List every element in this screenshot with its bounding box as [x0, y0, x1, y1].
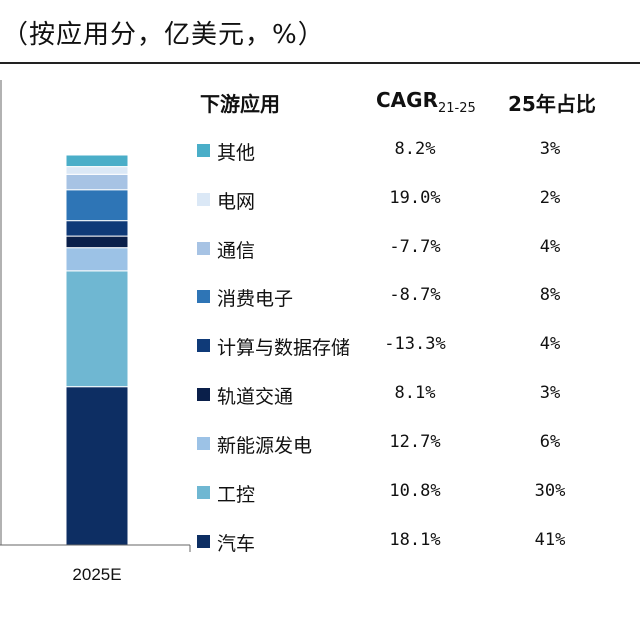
table-row: 电网 19.0% 2% — [0, 185, 640, 215]
legend-swatch — [197, 144, 210, 157]
legend-swatch — [197, 339, 210, 352]
table-row: 新能源发电 12.7% 6% — [0, 429, 640, 459]
chart-title: （按应用分，亿美元，%） — [2, 20, 325, 50]
category-label: 消费电子 — [217, 288, 294, 310]
table-row: 通信 -7.7% 4% — [0, 234, 640, 264]
table-row: 计算与数据存储 -13.3% 4% — [0, 331, 640, 361]
cagr-value: 18.1% — [389, 530, 441, 550]
category-label: 其他 — [217, 142, 256, 164]
bar-segment — [65, 270, 129, 388]
header-cagr: CAGR21-25 — [376, 88, 476, 116]
category-label: 工控 — [217, 484, 256, 506]
legend-swatch — [197, 437, 210, 450]
share-value: 4% — [539, 237, 561, 257]
share-value: 41% — [534, 530, 566, 550]
category-label: 通信 — [217, 240, 256, 262]
share-value: 3% — [539, 383, 561, 403]
table-row: 轨道交通 8.1% 3% — [0, 380, 640, 410]
cagr-value: 19.0% — [389, 188, 441, 208]
header-share: 25年占比 — [508, 92, 596, 116]
category-label: 电网 — [217, 191, 256, 213]
table-row: 工控 10.8% 30% — [0, 478, 640, 508]
legend-swatch — [197, 486, 210, 499]
cagr-value: -13.3% — [384, 334, 446, 354]
share-value: 4% — [539, 334, 561, 354]
category-label: 汽车 — [217, 533, 256, 555]
x-tick-label: 2025E — [72, 565, 121, 584]
legend-swatch — [197, 242, 210, 255]
header-cagr-sub: 21-25 — [437, 101, 476, 116]
title-rule — [0, 62, 640, 64]
bar-segment — [65, 189, 129, 222]
category-label: 轨道交通 — [217, 386, 294, 408]
share-value: 2% — [539, 188, 561, 208]
share-value: 8% — [539, 285, 561, 305]
legend-swatch — [197, 388, 210, 401]
header-category: 下游应用 — [200, 92, 280, 116]
header-cagr-main: CAGR — [376, 88, 438, 112]
cagr-value: 8.1% — [394, 383, 436, 403]
category-label: 新能源发电 — [217, 435, 313, 457]
bar-stack — [65, 154, 129, 546]
cagr-value: 8.2% — [394, 139, 436, 159]
cagr-value: -7.7% — [389, 237, 441, 257]
bar-segment — [65, 166, 129, 175]
cagr-value: -8.7% — [389, 285, 441, 305]
category-label: 计算与数据存储 — [217, 337, 351, 359]
share-value: 30% — [534, 481, 566, 501]
table-row: 汽车 18.1% 41% — [0, 527, 640, 557]
table-row: 其他 8.2% 3% — [0, 136, 640, 166]
cagr-value: 10.8% — [389, 481, 441, 501]
legend-swatch — [197, 290, 210, 303]
cagr-value: 12.7% — [389, 432, 441, 452]
share-value: 3% — [539, 139, 561, 159]
bar-segment — [65, 386, 129, 546]
bar-segment — [65, 154, 129, 168]
legend-swatch — [197, 193, 210, 206]
table-row: 消费电子 -8.7% 8% — [0, 282, 640, 312]
share-value: 6% — [539, 432, 561, 452]
legend-swatch — [197, 535, 210, 548]
